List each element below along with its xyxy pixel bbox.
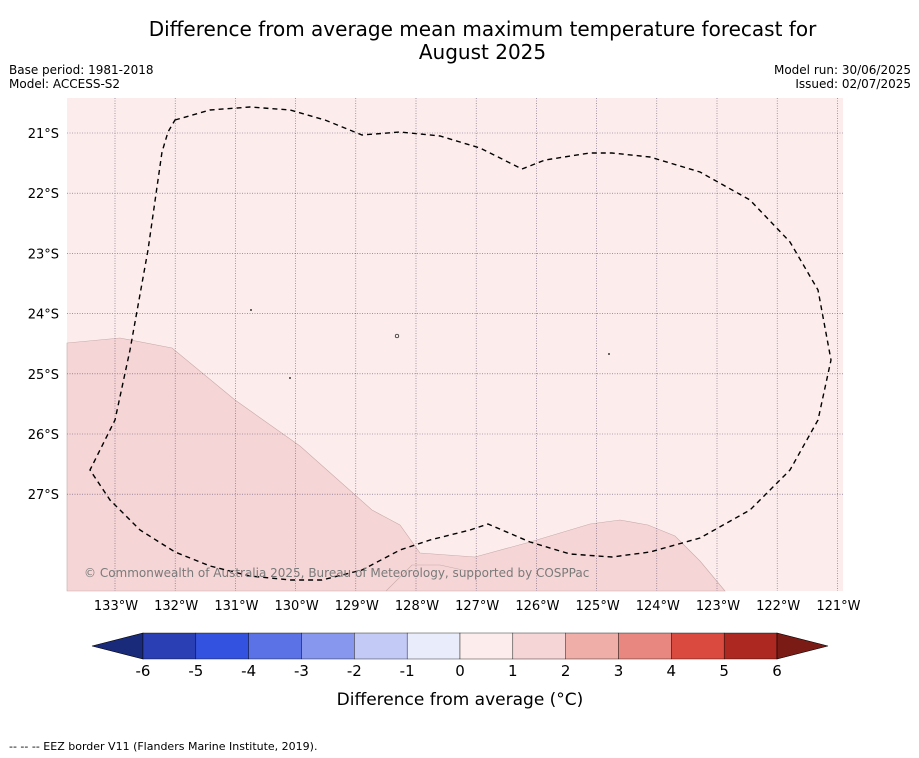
title-line-2: August 2025 bbox=[418, 40, 547, 64]
colorbar-segment bbox=[406, 632, 461, 660]
eez-border bbox=[89, 106, 832, 581]
longitude-label: 122°W bbox=[756, 599, 800, 614]
colorbar-segment bbox=[671, 632, 725, 660]
colorbar-extend-low bbox=[91, 632, 144, 660]
colorbar-tick-label: 2 bbox=[561, 662, 571, 680]
colorbar-tick-label: -2 bbox=[347, 662, 362, 680]
longitude-label: 128°W bbox=[395, 599, 439, 614]
longitude-label: 124°W bbox=[636, 599, 680, 614]
latitude-label: 22°S bbox=[28, 187, 59, 202]
latitude-label: 23°S bbox=[28, 247, 59, 262]
colorbar-extend-high bbox=[776, 632, 829, 660]
colorbar-tick-label: 3 bbox=[614, 662, 624, 680]
anomaly-zone-inner-edge bbox=[385, 564, 473, 592]
latitude-label: 27°S bbox=[28, 488, 59, 503]
longitude-label: 133°W bbox=[94, 599, 138, 614]
model-text: Model: ACCESS-S2 bbox=[9, 77, 121, 91]
longitude-labels: 133°W 132°W 131°W 130°W 129°W 128°W 127°W 126°W… bbox=[94, 599, 861, 614]
colorbar: -6 -5 -4 -3 -2 -1 0 1 2 3 4 5 6 bbox=[91, 632, 829, 680]
latitude-gridlines bbox=[67, 132, 843, 495]
colorbar-tick-label: 1 bbox=[508, 662, 518, 680]
colorbar-tick-label: -3 bbox=[294, 662, 309, 680]
colorbar-tick-label: -1 bbox=[400, 662, 415, 680]
base-info: Base period: 1981-2018 Model: ACCESS-S2 bbox=[9, 63, 154, 91]
chart-title: Difference from average mean maximum tem… bbox=[0, 18, 919, 64]
issued-text: Issued: 02/07/2025 bbox=[795, 77, 911, 91]
colorbar-segment bbox=[618, 632, 672, 660]
colorbar-tick-label: 0 bbox=[455, 662, 465, 680]
copyright-text: © Commonwealth of Australia 2025, Bureau… bbox=[84, 566, 589, 580]
latitude-label: 25°S bbox=[28, 368, 59, 383]
longitude-label: 129°W bbox=[335, 599, 379, 614]
longitude-label: 127°W bbox=[455, 599, 499, 614]
colorbar-label: Difference from average (°C) bbox=[337, 690, 584, 710]
latitude-label: 24°S bbox=[28, 308, 59, 323]
base-period-text: Base period: 1981-2018 bbox=[9, 63, 154, 77]
run-info: Model run: 30/06/2025 Issued: 02/07/2025 bbox=[774, 63, 911, 91]
model-run-text: Model run: 30/06/2025 bbox=[773, 63, 911, 77]
island-marker bbox=[250, 309, 252, 311]
latitude-label: 26°S bbox=[28, 428, 59, 443]
latitude-labels: 21°S 22°S 23°S 24°S 25°S 26°S 27°S bbox=[28, 127, 59, 503]
colorbar-tick-label: 4 bbox=[667, 662, 677, 680]
island-marker bbox=[608, 353, 610, 355]
colorbar-tick-label: 5 bbox=[719, 662, 729, 680]
longitude-label: 121°W bbox=[816, 599, 860, 614]
longitude-gridlines bbox=[114, 98, 838, 591]
colorbar-tick-label: 6 bbox=[772, 662, 782, 680]
colorbar-segment bbox=[512, 632, 566, 660]
longitude-label: 125°W bbox=[576, 599, 620, 614]
colorbar-segment bbox=[459, 632, 514, 660]
colorbar-segment bbox=[723, 632, 778, 660]
longitude-label: 132°W bbox=[154, 599, 198, 614]
colorbar-tick-label: -5 bbox=[188, 662, 203, 680]
island-marker bbox=[289, 377, 291, 379]
colorbar-segment bbox=[142, 632, 197, 660]
colorbar-tick-label: -6 bbox=[136, 662, 151, 680]
anomaly-zone-1-to-2 bbox=[66, 337, 726, 592]
longitude-label: 123°W bbox=[696, 599, 740, 614]
title-line-1: Difference from average mean maximum tem… bbox=[148, 17, 817, 41]
colorbar-segment bbox=[248, 632, 302, 660]
colorbar-segment bbox=[301, 632, 355, 660]
colorbar-segment bbox=[565, 632, 619, 660]
longitude-label: 126°W bbox=[515, 599, 559, 614]
latitude-label: 21°S bbox=[28, 127, 59, 142]
longitude-label: 130°W bbox=[275, 599, 319, 614]
longitude-label: 131°W bbox=[214, 599, 258, 614]
colorbar-tick-label: -4 bbox=[241, 662, 256, 680]
island-marker bbox=[394, 333, 400, 339]
colorbar-segment bbox=[354, 632, 408, 660]
eez-footnote: -- -- -- EEZ border V11 (Flanders Marine… bbox=[9, 740, 318, 753]
colorbar-segment bbox=[195, 632, 249, 660]
